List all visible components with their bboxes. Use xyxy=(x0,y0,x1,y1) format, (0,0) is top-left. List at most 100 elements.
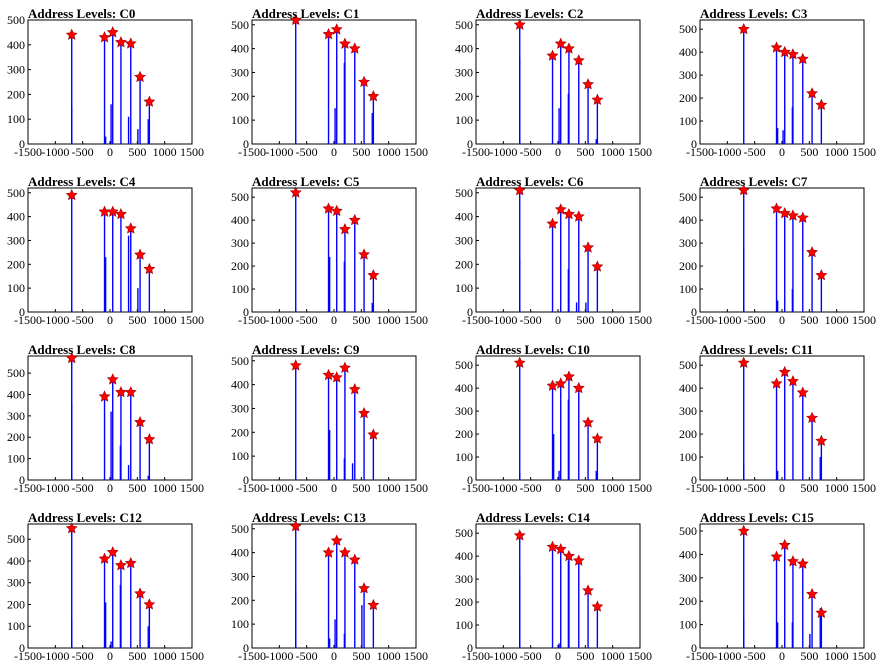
y-tick-label: 0 xyxy=(243,305,249,319)
star-marker xyxy=(770,202,783,214)
star-marker xyxy=(806,587,819,600)
star-marker xyxy=(554,543,567,555)
y-tick-label: 500 xyxy=(231,190,249,204)
y-tick-label: 100 xyxy=(7,452,25,466)
y-tick-label: 200 xyxy=(455,89,473,103)
y-tick-label: 500 xyxy=(455,18,473,32)
chart-plot: 0 100 200 300 400 500 -1500 -1000 -500 0 500 1000 15… xyxy=(679,184,876,327)
y-tick-label: 500 xyxy=(455,526,473,540)
x-tick-label: -500 xyxy=(520,145,542,159)
x-tick-label: -500 xyxy=(744,649,766,663)
y-tick-label: 500 xyxy=(455,186,473,200)
star-marker xyxy=(554,377,567,389)
star-marker xyxy=(815,434,828,446)
chart-panel: 0 100 200 300 400 500 -1500 -1000 -500 0 500 1000 15… xyxy=(672,0,896,168)
star-marker xyxy=(582,241,595,253)
x-tick-label: -1000 xyxy=(713,313,741,327)
y-tick-label: 500 xyxy=(7,13,25,27)
star-marker xyxy=(348,42,361,54)
x-tick-label: 1500 xyxy=(852,649,876,663)
star-marker xyxy=(124,386,137,398)
x-tick-label: -1500 xyxy=(14,481,42,495)
star-marker xyxy=(289,186,302,198)
y-tick-label: 400 xyxy=(231,42,249,56)
x-tick-label: 0 xyxy=(331,481,337,495)
chart-title: Address Levels: C15 xyxy=(700,510,814,525)
chart-plot: 0 100 200 300 400 500 -1500 -1000 -500 0 500 1000 15… xyxy=(231,13,428,159)
star-marker xyxy=(338,361,351,374)
x-tick-label: 1500 xyxy=(628,481,652,495)
y-tick-label: 0 xyxy=(467,305,473,319)
star-marker xyxy=(348,383,361,395)
x-tick-label: 500 xyxy=(800,481,818,495)
x-tick-label: 0 xyxy=(107,145,113,159)
x-tick-label: 0 xyxy=(555,145,561,159)
y-tick-label: 300 xyxy=(7,409,25,423)
y-tick-label: 300 xyxy=(455,572,473,586)
y-tick-label: 100 xyxy=(7,619,25,633)
x-tick-label: -500 xyxy=(296,481,318,495)
chart-panel: 0 100 200 300 400 500 -1500 -1000 -500 0 500 1000 15… xyxy=(448,0,672,168)
x-tick-label: 1000 xyxy=(825,649,849,663)
x-tick-label: 1500 xyxy=(852,481,876,495)
chart-title: Address Levels: C2 xyxy=(476,6,584,21)
x-tick-label: -1000 xyxy=(41,649,69,663)
x-tick-label: 1500 xyxy=(404,649,428,663)
chart-plot: 0 100 200 300 400 500 -1500 -1000 -500 0 500 1000 15… xyxy=(7,13,204,159)
star-marker xyxy=(582,78,595,90)
y-tick-label: 200 xyxy=(231,89,249,103)
chart-title: Address Levels: C5 xyxy=(252,174,360,189)
y-tick-label: 100 xyxy=(231,113,249,127)
x-tick-label: -1000 xyxy=(713,481,741,495)
axes-frame xyxy=(475,523,641,649)
chart-title: Address Levels: C11 xyxy=(700,342,814,357)
y-tick-label: 400 xyxy=(7,210,25,224)
x-tick-label: 0 xyxy=(779,313,785,327)
y-tick-label: 200 xyxy=(455,427,473,441)
star-marker xyxy=(124,556,137,569)
x-tick-label: -1500 xyxy=(14,145,42,159)
y-tick-label: 100 xyxy=(7,112,25,126)
x-tick-label: 500 xyxy=(576,145,594,159)
star-marker xyxy=(513,184,526,196)
x-tick-label: 0 xyxy=(779,649,785,663)
star-marker xyxy=(562,207,575,220)
chart-title: Address Levels: C13 xyxy=(252,510,366,525)
x-tick-label: 500 xyxy=(800,649,818,663)
x-tick-label: -500 xyxy=(744,145,766,159)
star-marker xyxy=(367,90,380,102)
star-marker xyxy=(591,93,604,105)
x-tick-label: 500 xyxy=(576,481,594,495)
x-tick-label: 1000 xyxy=(153,313,177,327)
star-marker xyxy=(330,534,343,546)
star-marker xyxy=(322,28,335,40)
chart-plot: 0 100 200 300 400 500 -1500 -1000 -500 0 500 1000 15… xyxy=(7,351,204,495)
star-marker xyxy=(546,49,559,61)
y-tick-label: 400 xyxy=(679,45,697,59)
x-tick-label: 1000 xyxy=(601,481,625,495)
star-marker xyxy=(124,37,137,49)
x-tick-label: -1500 xyxy=(238,481,266,495)
star-marker xyxy=(554,37,567,49)
y-tick-label: 300 xyxy=(679,404,697,418)
star-marker xyxy=(330,371,343,383)
x-tick-label: 0 xyxy=(107,313,113,327)
y-tick-label: 500 xyxy=(231,18,249,32)
chart-panel: 0 100 200 300 400 500 -1500 -1000 -500 0 500 1000 15… xyxy=(0,0,224,168)
y-tick-label: 500 xyxy=(679,22,697,36)
star-marker xyxy=(65,351,78,364)
chart-plot: 0 100 200 300 400 500 -1500 -1000 -500 0 500 1000 15… xyxy=(231,520,428,663)
x-tick-label: -1500 xyxy=(14,649,42,663)
x-tick-label: -1000 xyxy=(265,145,293,159)
chart-panel: 0 100 200 300 400 500 -1500 -1000 -500 0 500 1000 15… xyxy=(224,504,448,672)
star-marker xyxy=(289,359,302,371)
star-marker xyxy=(796,52,809,65)
x-tick-label: -1000 xyxy=(41,481,69,495)
y-tick-label: 200 xyxy=(679,91,697,105)
axes-frame xyxy=(251,355,417,481)
y-tick-label: 0 xyxy=(691,641,697,655)
x-tick-label: 500 xyxy=(128,481,146,495)
y-tick-label: 300 xyxy=(455,233,473,247)
chart-plot: 0 100 200 300 400 500 -1500 -1000 -500 0 500 1000 15… xyxy=(455,355,652,495)
x-tick-label: -1500 xyxy=(686,313,714,327)
